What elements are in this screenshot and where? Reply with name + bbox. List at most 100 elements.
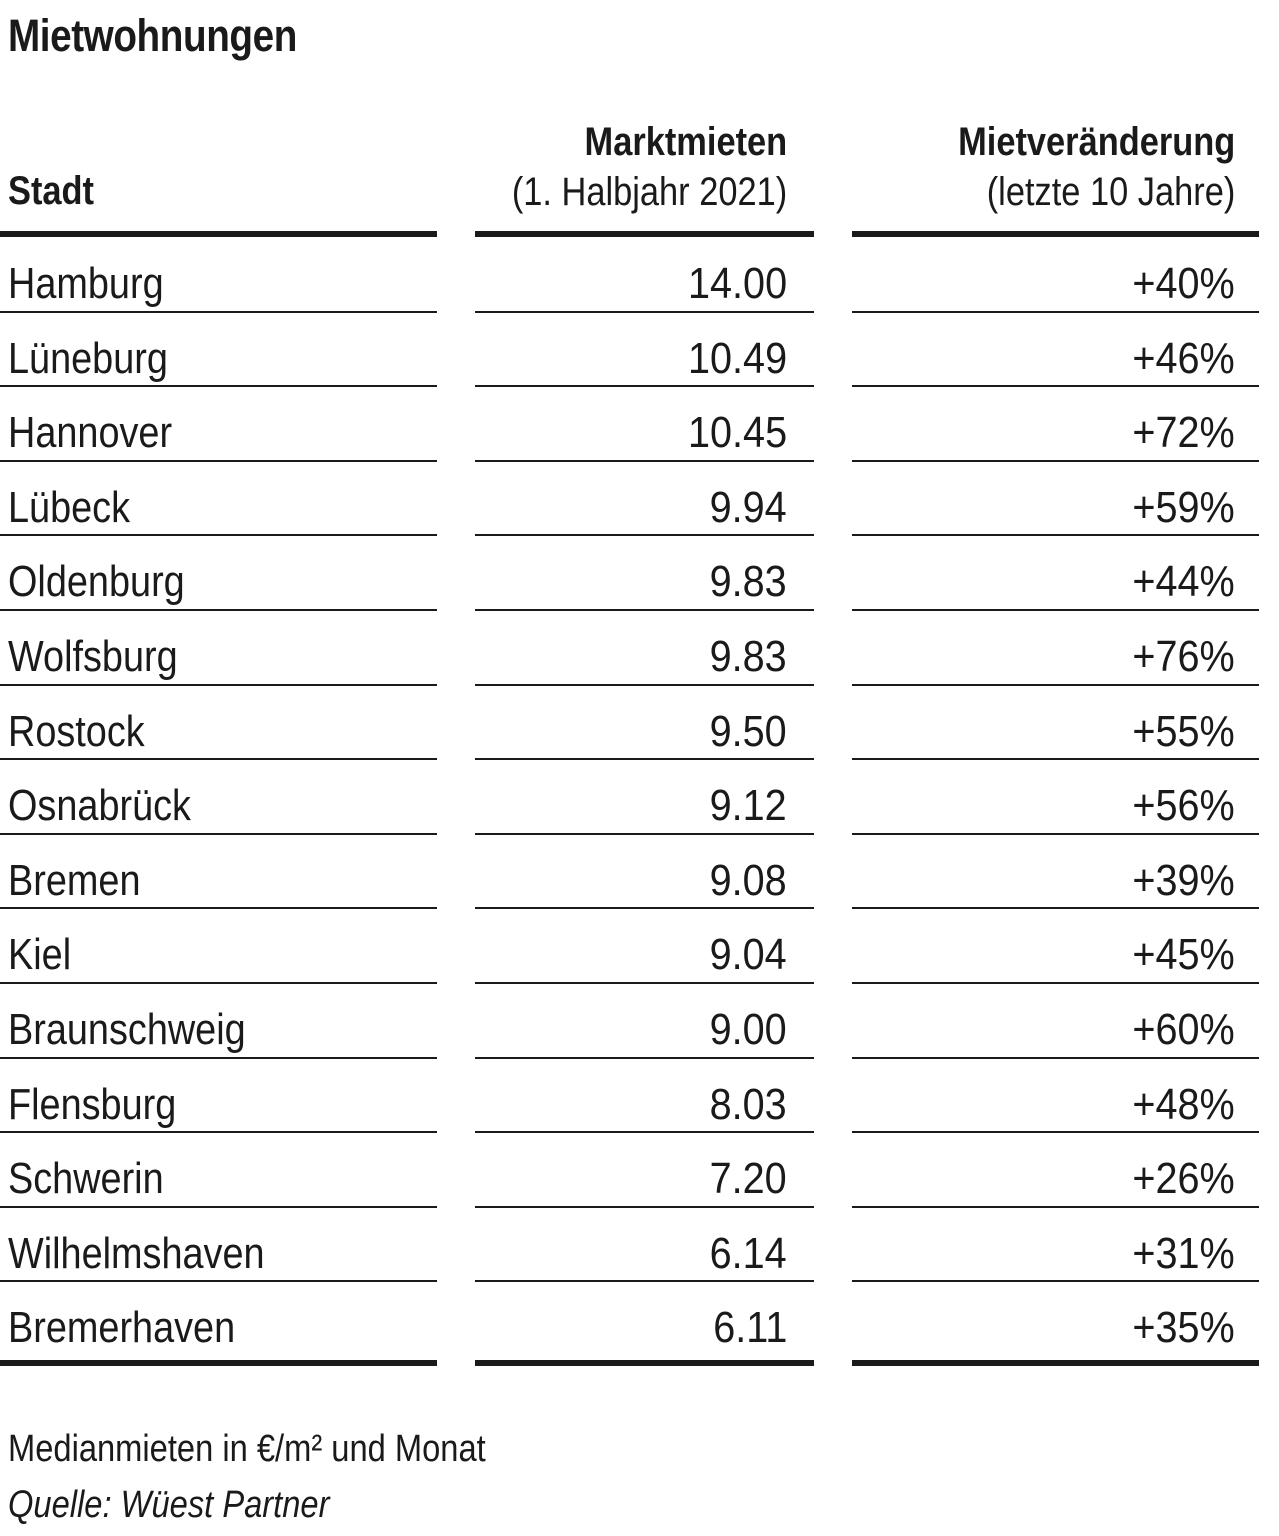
row-rule-stadt [0,1131,437,1134]
city-cell: Hannover [8,408,173,458]
change-cell: +60% [1132,1004,1235,1054]
row-rule-stadt [0,459,437,462]
rent-cell: 10.45 [687,408,787,458]
row-rule-change [852,1131,1259,1134]
change-cell: +76% [1132,631,1235,681]
header-rent: Marktmieten (1. Halbjahr 2021) [512,117,787,217]
header-rent-title: Marktmieten [584,120,787,164]
row-rule-stadt [0,1056,437,1059]
row-rule-rent [475,981,814,984]
rent-cell: 9.08 [709,855,787,905]
header-change: Mietveränderung (letzte 10 Jahre) [958,117,1235,217]
table-row: Rostock 9.50 +55% [0,686,1279,761]
row-rule-stadt [0,832,437,835]
row-rule-rent [475,1131,814,1134]
row-rule-stadt [0,385,437,388]
table-row: Lübeck 9.94 +59% [0,462,1279,537]
table-row: Wilhelmshaven 6.14 +31% [0,1208,1279,1283]
rent-cell: 14.00 [687,259,787,308]
header-rule-stadt [0,231,437,237]
change-cell: +48% [1132,1079,1235,1129]
table-row: Oldenburg 9.83 +44% [0,536,1279,611]
row-rule-rent [475,608,814,611]
row-rule-rent [475,683,814,686]
change-cell: +72% [1132,408,1235,458]
header-change-title: Mietveränderung [957,120,1235,164]
header-rent-subtitle: (1. Halbjahr 2021) [511,170,787,214]
row-rule-stadt [0,1280,437,1283]
source-note: Quelle: Wüest Partner [8,1484,330,1526]
row-rule-rent [475,832,814,835]
change-cell: +26% [1132,1154,1235,1204]
table-row: Schwerin 7.20 +26% [0,1133,1279,1208]
city-cell: Osnabrück [8,781,191,831]
change-cell: +39% [1132,855,1235,905]
table-row: Wolfsburg 9.83 +76% [0,611,1279,686]
change-cell: +46% [1132,333,1235,383]
row-rule-change [852,310,1259,313]
header-rule-change [852,231,1259,237]
row-rule-change [852,907,1259,910]
table-row: Braunschweig 9.00 +60% [0,984,1279,1059]
row-rule-stadt [0,534,437,537]
city-cell: Wilhelmshaven [8,1228,265,1278]
city-cell: Bremerhaven [8,1303,236,1353]
row-rule-rent [475,1205,814,1208]
row-rule-stadt [0,1205,437,1208]
city-cell: Lübeck [8,482,131,532]
footer-rule-stadt [0,1360,437,1366]
row-rule-change [852,1056,1259,1059]
row-rule-rent [475,1056,814,1059]
city-cell: Braunschweig [8,1004,246,1054]
footer-rule-change [852,1360,1259,1366]
city-cell: Lüneburg [8,333,168,383]
rent-cell: 9.12 [709,781,787,831]
change-cell: +55% [1132,706,1235,756]
row-rule-stadt [0,907,437,910]
page-title: Mietwohnungen [8,10,297,61]
rent-cell: 8.03 [709,1079,787,1129]
city-cell: Rostock [8,706,145,756]
city-cell: Wolfsburg [8,631,178,681]
header-rule-rent [475,231,814,237]
row-rule-change [852,758,1259,761]
change-cell: +45% [1132,930,1235,980]
row-rule-rent [475,907,814,910]
header-change-subtitle: (letzte 10 Jahre) [986,170,1235,214]
city-cell: Schwerin [8,1154,164,1204]
rent-cell: 10.49 [687,333,787,383]
row-rule-stadt [0,608,437,611]
city-cell: Kiel [8,930,72,980]
table-row: Hannover 10.45 +72% [0,387,1279,462]
row-rule-stadt [0,310,437,313]
change-cell: +35% [1132,1303,1235,1353]
city-cell: Bremen [8,855,141,905]
table-row: Flensburg 8.03 +48% [0,1059,1279,1134]
footer-rule-rent [475,1360,814,1366]
rent-cell: 9.83 [709,631,787,681]
rent-cell: 9.04 [709,930,787,980]
rent-cell: 9.83 [709,557,787,607]
data-table: Hamburg 14.00 +40% Lüneburg 10.49 +46% Hannove… [0,238,1279,1357]
header-stadt: Stadt [8,169,94,213]
change-cell: +40% [1132,259,1235,308]
row-rule-stadt [0,758,437,761]
table-row: Bremerhaven 6.11 +35% [0,1282,1279,1357]
city-cell: Oldenburg [8,557,185,607]
rent-cell: 6.11 [712,1303,787,1353]
row-rule-rent [475,534,814,537]
row-rule-change [852,1280,1259,1283]
row-rule-stadt [0,981,437,984]
change-cell: +56% [1132,781,1235,831]
rent-cell: 9.00 [709,1004,787,1054]
row-rule-change [852,534,1259,537]
change-cell: +44% [1132,557,1235,607]
row-rule-stadt [0,683,437,686]
row-rule-rent [475,758,814,761]
rent-cell: 7.20 [709,1154,787,1204]
row-rule-change [852,683,1259,686]
city-cell: Hamburg [8,259,164,308]
table-row: Lüneburg 10.49 +46% [0,313,1279,388]
change-cell: +31% [1132,1228,1235,1278]
table-row: Kiel 9.04 +45% [0,909,1279,984]
